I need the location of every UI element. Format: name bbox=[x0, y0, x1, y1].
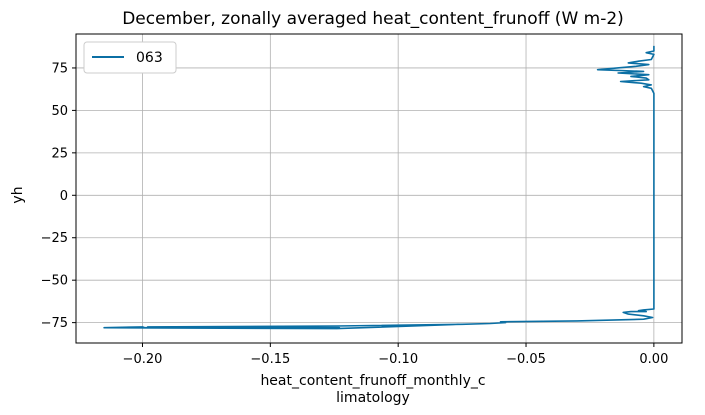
x-axis-label-line2: limatology bbox=[336, 390, 410, 406]
y-axis-label: yh bbox=[10, 186, 26, 203]
x-tick-label: −0.10 bbox=[378, 352, 418, 367]
series-063-line bbox=[103, 45, 655, 330]
legend-label-063: 063 bbox=[136, 50, 163, 66]
x-tick-label: −0.05 bbox=[506, 352, 546, 367]
y-axis-ticks: −75 −50 −25 0 25 50 75 bbox=[41, 61, 76, 331]
y-tick-label: 25 bbox=[51, 146, 68, 161]
grid-lines bbox=[76, 34, 682, 343]
series-line bbox=[103, 45, 655, 330]
y-tick-label: 50 bbox=[51, 104, 68, 119]
y-tick-label: 0 bbox=[60, 189, 68, 204]
y-tick-label: −50 bbox=[41, 274, 68, 289]
x-tick-label: −0.15 bbox=[250, 352, 290, 367]
legend-box bbox=[83, 41, 177, 74]
x-tick-label: 0.00 bbox=[639, 352, 668, 367]
plot-frame bbox=[75, 33, 683, 344]
x-axis-ticks: −0.20 −0.15 −0.10 −0.05 0.00 bbox=[123, 343, 668, 367]
legend: 063 bbox=[83, 41, 177, 74]
chart-title: December, zonally averaged heat_content_… bbox=[122, 9, 624, 29]
y-tick-label: −75 bbox=[41, 316, 68, 331]
y-tick-label: −25 bbox=[41, 231, 68, 246]
x-tick-label: −0.20 bbox=[123, 352, 163, 367]
x-axis-label-line1: heat_content_frunoff_monthly_c bbox=[260, 373, 485, 389]
y-tick-label: 75 bbox=[51, 61, 68, 76]
